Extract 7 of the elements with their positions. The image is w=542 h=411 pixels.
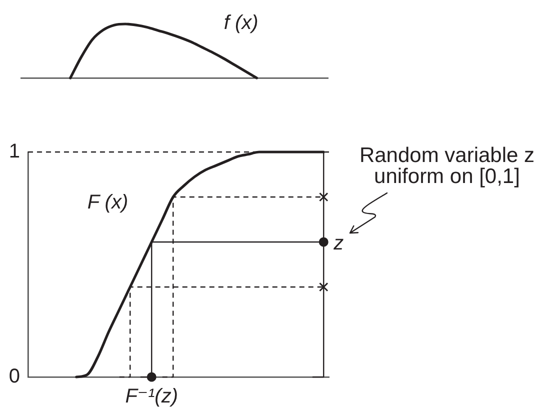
- text: Random variable z uniform on [0,1]: [359, 144, 535, 188]
- x-tick-label: F⁻¹(z): [125, 386, 178, 408]
- y-tick-label: 0: [8, 366, 20, 388]
- legend-label: z: [332, 232, 344, 255]
- series-label: F (x): [87, 192, 128, 214]
- series-label: f (x): [224, 12, 258, 34]
- y-tick-label: 1: [8, 140, 20, 163]
